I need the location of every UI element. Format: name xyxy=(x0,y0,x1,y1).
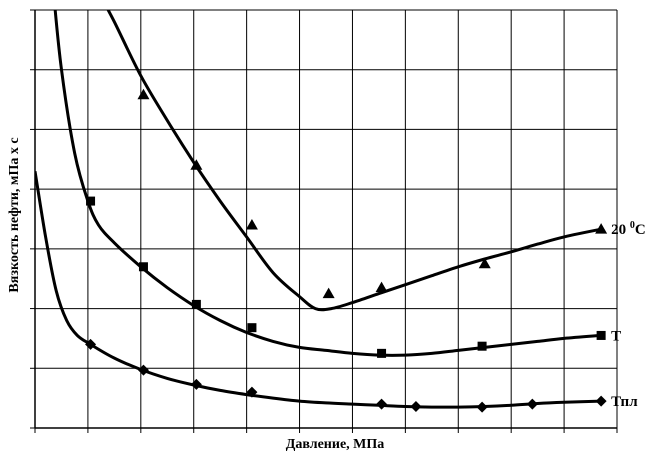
square-marker xyxy=(191,299,201,309)
series-label-2: Тпл xyxy=(611,394,638,410)
series-markers-0 xyxy=(137,88,608,299)
square-marker xyxy=(86,196,96,206)
square-marker xyxy=(377,348,387,358)
series-markers-2 xyxy=(85,338,607,413)
diamond-marker xyxy=(85,338,97,350)
chart-grid xyxy=(34,9,618,429)
square-marker xyxy=(596,330,606,340)
triangle-marker xyxy=(245,218,258,230)
triangle-marker xyxy=(595,223,608,234)
triangle-marker xyxy=(137,88,150,100)
series-0 xyxy=(106,10,602,312)
triangle-marker xyxy=(190,159,203,170)
diamond-marker xyxy=(246,386,258,398)
y-axis-label: Вязкость нефти, мПа х с xyxy=(7,137,22,292)
diamond-marker xyxy=(476,401,488,413)
plot-frame xyxy=(30,9,618,433)
triangle-marker xyxy=(322,287,335,299)
series-line xyxy=(106,10,602,312)
diamond-marker xyxy=(410,401,422,413)
triangle-marker xyxy=(375,281,388,293)
series-labels: 20 0C T Тпл xyxy=(611,220,646,410)
triangle-marker xyxy=(478,257,491,269)
diamond-marker xyxy=(595,395,607,407)
square-marker xyxy=(477,341,487,351)
series-markers-1 xyxy=(86,196,606,358)
series-1 xyxy=(53,10,602,357)
series-line xyxy=(35,170,602,409)
series-label-1: T xyxy=(611,328,621,344)
series-group xyxy=(35,10,608,413)
series-2 xyxy=(35,170,602,409)
diamond-marker xyxy=(190,378,202,390)
square-marker xyxy=(247,323,257,333)
diamond-marker xyxy=(526,398,538,410)
series-line xyxy=(53,10,602,357)
x-axis-label: Давление, МПа xyxy=(286,437,385,452)
diamond-marker xyxy=(137,364,149,376)
series-label-0: 20 0C xyxy=(611,220,646,238)
diamond-marker xyxy=(376,398,388,410)
square-marker xyxy=(138,262,148,272)
